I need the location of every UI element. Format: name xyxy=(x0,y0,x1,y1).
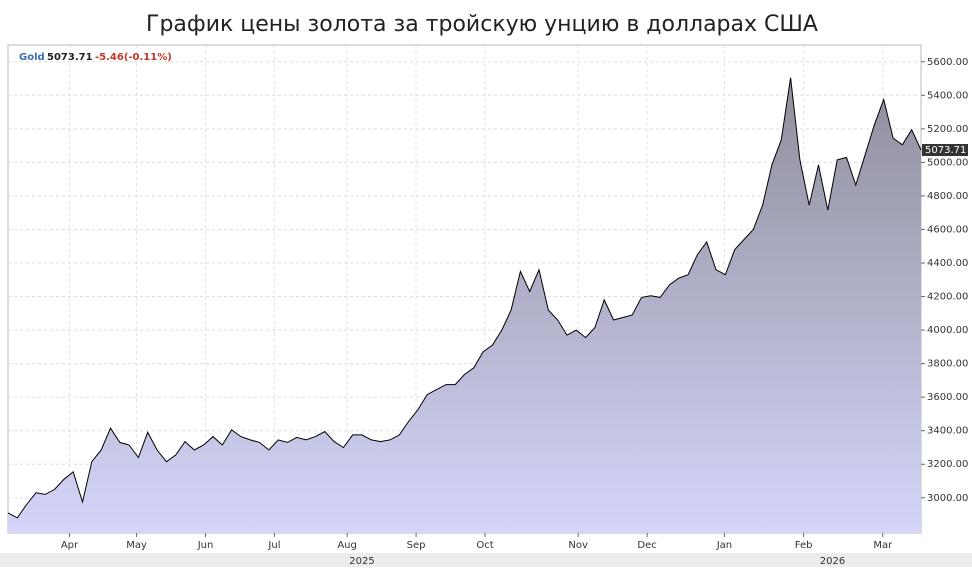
y-tick-label: 4800.00 xyxy=(927,191,968,202)
x-tick-label: Jun xyxy=(197,540,214,551)
y-tick-label: 4200.00 xyxy=(927,292,968,303)
y-tick-label: 5600.00 xyxy=(927,57,968,68)
y-tick-label: 3800.00 xyxy=(927,359,968,370)
y-tick-label: 3400.00 xyxy=(927,426,968,437)
last-badge-label: 5073.71 xyxy=(925,145,966,156)
y-tick-label: 5400.00 xyxy=(927,90,968,101)
legend-last: 5073.71 xyxy=(47,52,93,63)
year-label: 2025 xyxy=(349,556,374,567)
legend-change: -5.46(-0.11%) xyxy=(95,52,172,63)
x-tick-label: Sep xyxy=(407,540,426,551)
x-tick-label: Nov xyxy=(568,540,588,551)
last-badge xyxy=(922,144,968,157)
year-label: 2026 xyxy=(820,556,845,567)
y-tick-label: 3600.00 xyxy=(927,392,968,403)
x-tick-label: May xyxy=(126,540,147,551)
area xyxy=(8,77,921,533)
y-tick-label: 3200.00 xyxy=(927,459,968,470)
legend-symbol: Gold xyxy=(19,52,45,63)
y-tick-label: 4000.00 xyxy=(927,325,968,336)
x-tick-label: Feb xyxy=(795,540,813,551)
y-tick-label: 4600.00 xyxy=(927,224,968,235)
x-tick-label: Dec xyxy=(637,540,656,551)
x-tick-label: Jan xyxy=(716,540,732,551)
x-tick-label: Oct xyxy=(476,540,493,551)
line xyxy=(7,77,922,519)
y-tick-label: 5000.00 xyxy=(927,157,968,168)
y-tick-label: 3000.00 xyxy=(927,493,968,504)
x-tick-label: Jul xyxy=(267,540,280,551)
x-tick-label: Mar xyxy=(873,540,893,551)
y-tick-label: 4400.00 xyxy=(927,258,968,269)
x-tick-label: Aug xyxy=(337,540,357,551)
year-band xyxy=(0,553,972,567)
chart-title: График цены золота за тройскую унцию в д… xyxy=(146,12,818,37)
x-tick-label: Apr xyxy=(61,540,79,551)
y-tick-label: 5200.00 xyxy=(927,124,968,135)
